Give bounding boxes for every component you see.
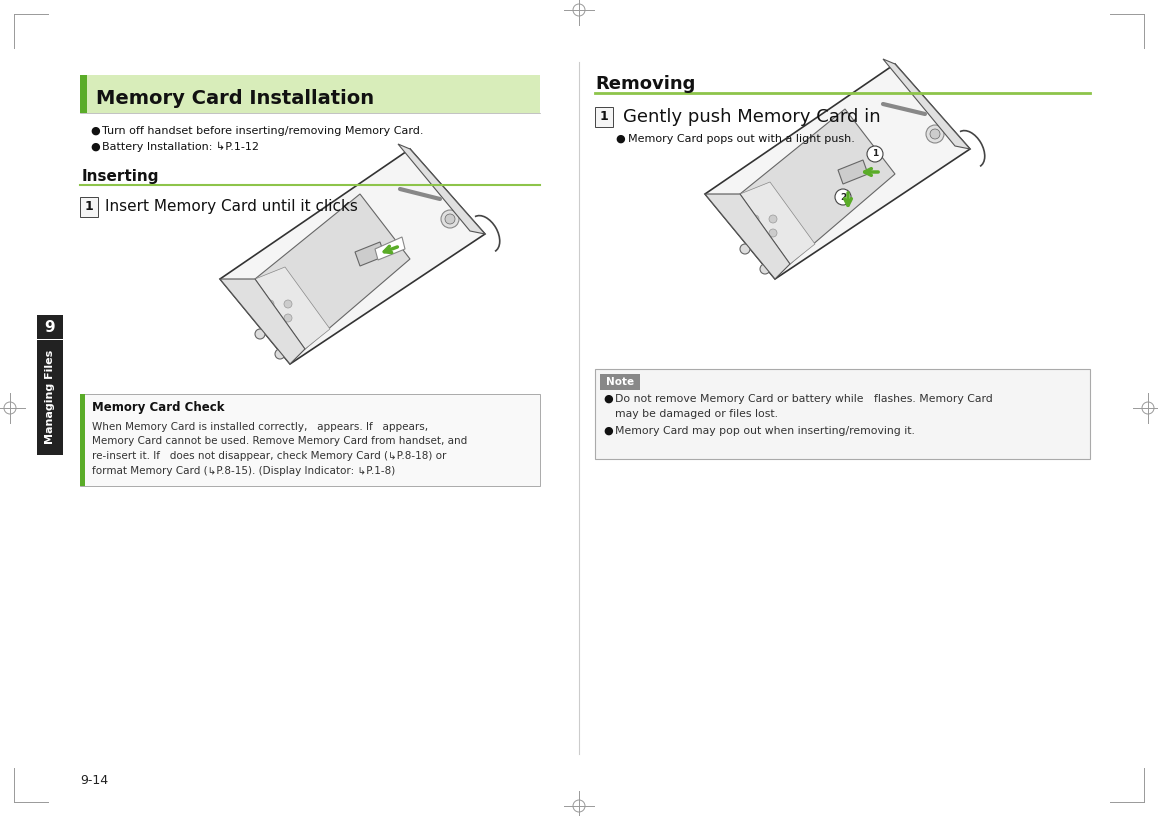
Circle shape bbox=[740, 244, 750, 254]
Polygon shape bbox=[838, 160, 868, 184]
Circle shape bbox=[835, 189, 851, 205]
Bar bbox=[37, 340, 63, 455]
Circle shape bbox=[266, 314, 274, 322]
Circle shape bbox=[930, 129, 940, 139]
Text: 2: 2 bbox=[840, 193, 846, 202]
Circle shape bbox=[760, 264, 770, 274]
Text: 1: 1 bbox=[600, 110, 608, 123]
Bar bbox=[80, 394, 540, 486]
Text: Insert Memory Card until it clicks: Insert Memory Card until it clicks bbox=[105, 199, 358, 215]
Circle shape bbox=[769, 243, 777, 251]
Circle shape bbox=[769, 229, 777, 237]
Bar bbox=[80, 75, 87, 113]
Bar bbox=[595, 107, 613, 127]
Circle shape bbox=[284, 300, 292, 308]
Text: 9: 9 bbox=[45, 320, 56, 335]
Circle shape bbox=[266, 328, 274, 336]
Bar bbox=[80, 197, 98, 217]
Bar bbox=[80, 75, 540, 113]
Text: may be damaged or files lost.: may be damaged or files lost. bbox=[615, 409, 778, 419]
Polygon shape bbox=[398, 144, 485, 234]
Text: 1: 1 bbox=[872, 149, 878, 158]
Polygon shape bbox=[255, 267, 330, 349]
Text: ●: ● bbox=[90, 126, 100, 136]
Bar bbox=[600, 374, 640, 390]
Text: Removing: Removing bbox=[595, 75, 695, 93]
Circle shape bbox=[284, 328, 292, 336]
Text: Memory Card Check: Memory Card Check bbox=[91, 401, 225, 415]
Text: Do not remove Memory Card or battery while   flashes. Memory Card: Do not remove Memory Card or battery whi… bbox=[615, 394, 992, 404]
Bar bbox=[37, 315, 63, 339]
Text: Memory Card pops out with a light push.: Memory Card pops out with a light push. bbox=[628, 134, 855, 144]
Text: Turn off handset before inserting/removing Memory Card.: Turn off handset before inserting/removi… bbox=[102, 126, 424, 136]
Polygon shape bbox=[740, 182, 815, 264]
Text: re-insert it. If   does not disappear, check Memory Card (↳P.8-18) or: re-insert it. If does not disappear, che… bbox=[91, 451, 446, 461]
Text: Gently push Memory Card in: Gently push Memory Card in bbox=[623, 108, 880, 126]
Text: format Memory Card (↳P.8-15). (Display Indicator: ↳P.1-8): format Memory Card (↳P.8-15). (Display I… bbox=[91, 465, 395, 476]
Circle shape bbox=[867, 146, 884, 162]
Text: Note: Note bbox=[606, 377, 635, 387]
Circle shape bbox=[769, 215, 777, 223]
Polygon shape bbox=[220, 279, 305, 364]
Circle shape bbox=[926, 125, 944, 143]
Polygon shape bbox=[740, 109, 895, 264]
Polygon shape bbox=[356, 242, 384, 266]
Polygon shape bbox=[705, 194, 790, 279]
Text: Memory Card cannot be used. Remove Memory Card from handset, and: Memory Card cannot be used. Remove Memor… bbox=[91, 437, 467, 446]
Polygon shape bbox=[255, 194, 410, 349]
Text: ●: ● bbox=[90, 142, 100, 152]
Polygon shape bbox=[220, 149, 485, 364]
Text: Memory Card Installation: Memory Card Installation bbox=[96, 90, 374, 109]
Text: ●: ● bbox=[603, 394, 613, 404]
Circle shape bbox=[445, 214, 455, 224]
Circle shape bbox=[752, 243, 758, 251]
Text: ●: ● bbox=[603, 426, 613, 436]
Circle shape bbox=[752, 229, 758, 237]
Text: Managing Files: Managing Files bbox=[45, 350, 54, 444]
Text: Inserting: Inserting bbox=[82, 169, 160, 184]
Polygon shape bbox=[375, 237, 405, 260]
Text: Memory Card may pop out when inserting/removing it.: Memory Card may pop out when inserting/r… bbox=[615, 426, 915, 436]
Polygon shape bbox=[705, 64, 970, 279]
Circle shape bbox=[255, 329, 265, 339]
Circle shape bbox=[284, 314, 292, 322]
Text: ●: ● bbox=[615, 134, 625, 144]
Text: 9-14: 9-14 bbox=[80, 774, 108, 787]
Circle shape bbox=[266, 300, 274, 308]
Circle shape bbox=[274, 349, 285, 359]
Polygon shape bbox=[884, 59, 970, 149]
Text: Battery Installation: ↳P.1-12: Battery Installation: ↳P.1-12 bbox=[102, 142, 259, 152]
Circle shape bbox=[752, 215, 758, 223]
Text: When Memory Card is installed correctly,   appears. If   appears,: When Memory Card is installed correctly,… bbox=[91, 422, 428, 432]
Text: 1: 1 bbox=[85, 201, 94, 214]
Bar bbox=[80, 394, 85, 486]
Circle shape bbox=[441, 210, 459, 228]
Bar bbox=[595, 369, 1090, 459]
